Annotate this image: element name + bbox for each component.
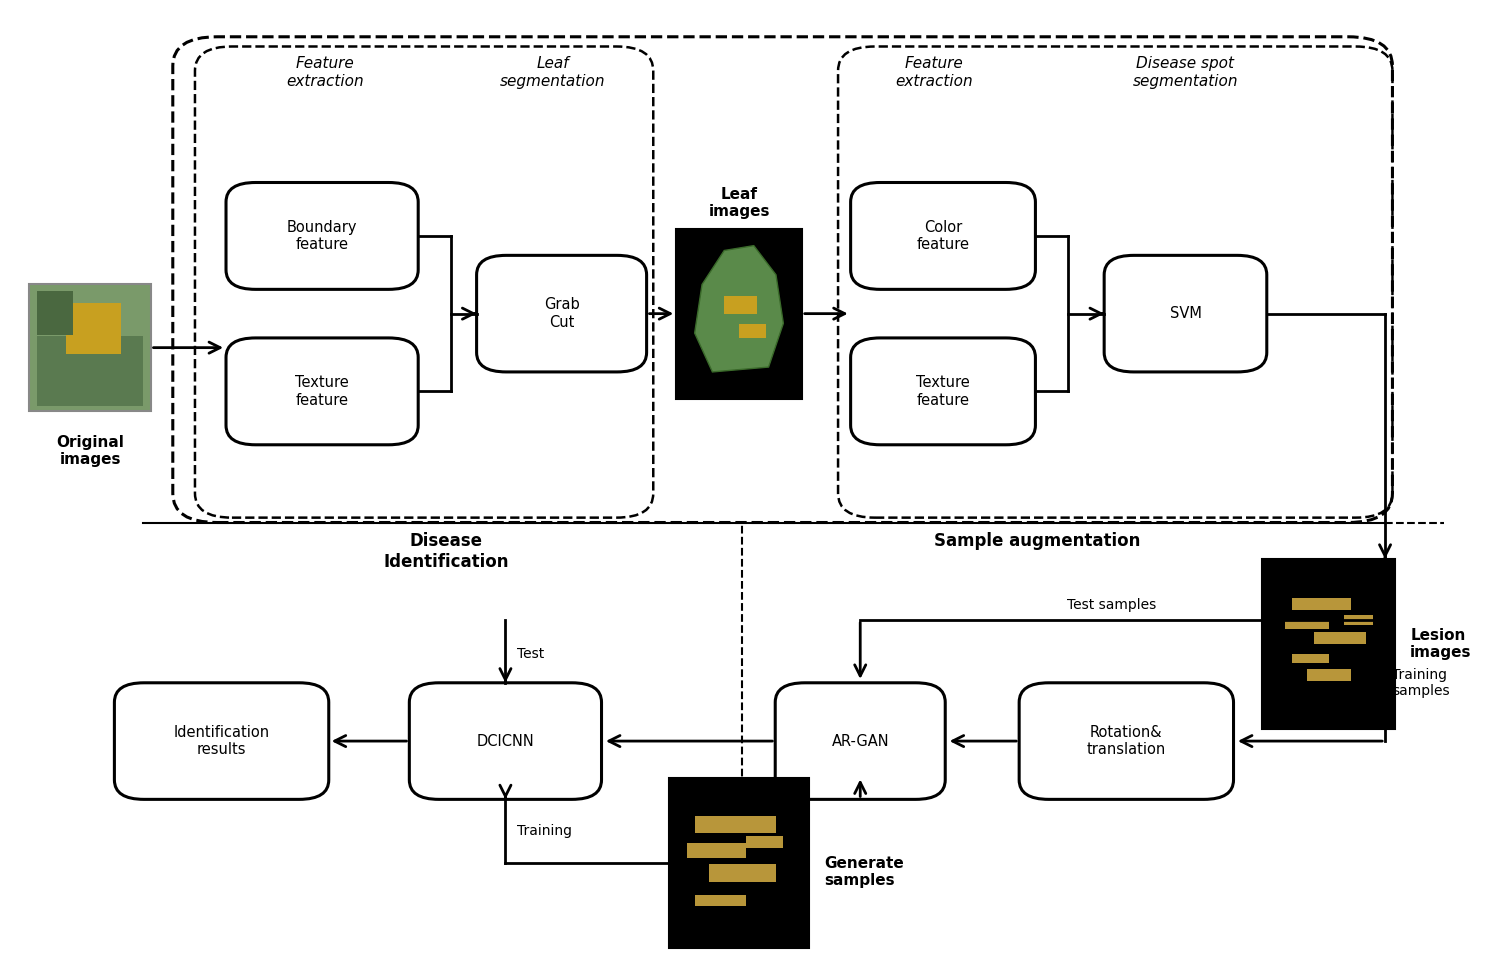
Text: SVM: SVM xyxy=(1170,306,1201,321)
FancyBboxPatch shape xyxy=(115,683,329,799)
Bar xyxy=(1292,598,1351,610)
Text: Original
images: Original images xyxy=(57,435,124,467)
Bar xyxy=(694,895,746,907)
FancyBboxPatch shape xyxy=(1104,255,1266,372)
Text: Grab
Cut: Grab Cut xyxy=(544,297,580,330)
FancyBboxPatch shape xyxy=(226,338,419,445)
Bar xyxy=(746,836,784,848)
Text: Test samples: Test samples xyxy=(1067,598,1156,612)
FancyBboxPatch shape xyxy=(226,183,419,289)
Polygon shape xyxy=(694,245,784,372)
Bar xyxy=(669,778,809,948)
Text: Leaf
segmentation: Leaf segmentation xyxy=(501,57,605,89)
Text: Sample augmentation: Sample augmentation xyxy=(934,532,1141,550)
Text: Disease spot
segmentation: Disease spot segmentation xyxy=(1132,57,1238,89)
Text: AR-GAN: AR-GAN xyxy=(831,734,890,748)
FancyBboxPatch shape xyxy=(851,183,1036,289)
Text: Rotation&
translation: Rotation& translation xyxy=(1086,725,1167,757)
FancyBboxPatch shape xyxy=(477,255,647,372)
Bar xyxy=(1314,632,1366,644)
Text: Texture
feature: Texture feature xyxy=(295,375,349,407)
Bar xyxy=(1292,654,1329,663)
Text: Disease
Identification: Disease Identification xyxy=(383,532,510,571)
Bar xyxy=(37,336,143,405)
Text: Training: Training xyxy=(517,824,572,838)
FancyBboxPatch shape xyxy=(1019,683,1234,799)
Text: DCICNN: DCICNN xyxy=(477,734,535,748)
Bar xyxy=(676,229,802,399)
Bar xyxy=(739,324,766,338)
Bar xyxy=(1307,669,1351,681)
Bar xyxy=(1344,615,1374,624)
Text: Identification
results: Identification results xyxy=(173,725,270,757)
Text: Boundary
feature: Boundary feature xyxy=(288,220,358,252)
Text: Test: Test xyxy=(517,647,544,660)
Text: Color
feature: Color feature xyxy=(916,220,970,252)
Bar xyxy=(724,296,757,314)
Bar xyxy=(1262,559,1396,729)
FancyBboxPatch shape xyxy=(851,338,1036,445)
Bar xyxy=(67,304,121,354)
Bar xyxy=(1284,619,1329,629)
Text: Generate
samples: Generate samples xyxy=(824,856,904,888)
Text: Feature
extraction: Feature extraction xyxy=(895,57,973,89)
Text: Lesion
images: Lesion images xyxy=(1410,628,1472,660)
Text: Texture
feature: Texture feature xyxy=(916,375,970,407)
Bar xyxy=(709,865,776,882)
FancyBboxPatch shape xyxy=(410,683,602,799)
Text: Training
samples: Training samples xyxy=(1393,667,1450,698)
FancyBboxPatch shape xyxy=(775,683,945,799)
Text: Leaf
images: Leaf images xyxy=(708,187,770,219)
Bar xyxy=(30,284,150,410)
Text: Feature
extraction: Feature extraction xyxy=(286,57,364,89)
Bar xyxy=(694,816,776,833)
Bar xyxy=(37,291,73,335)
Bar xyxy=(687,843,746,858)
